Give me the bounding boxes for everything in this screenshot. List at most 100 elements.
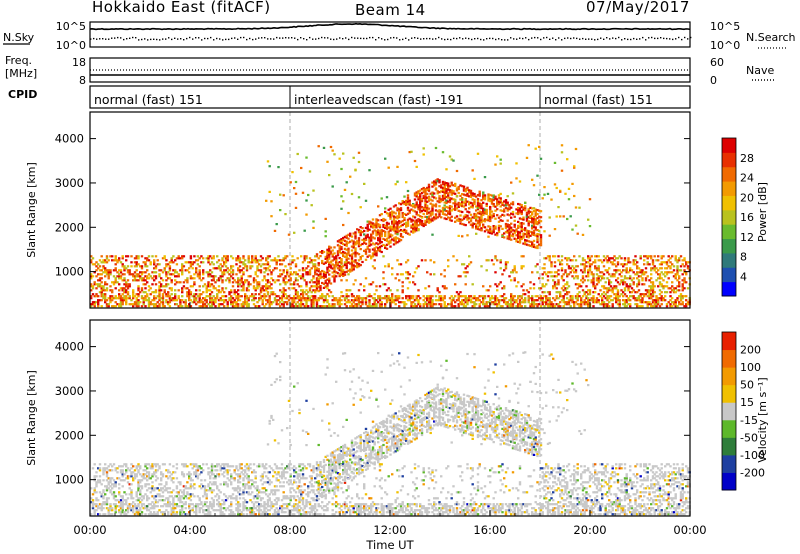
echo-cell xyxy=(100,291,103,294)
echo-cell xyxy=(345,234,348,237)
echo-cell xyxy=(356,305,359,308)
echo-cell xyxy=(324,285,327,288)
echo-cell xyxy=(520,206,523,209)
echo-cell xyxy=(375,234,378,237)
echo-cell xyxy=(296,291,299,294)
echo-cell xyxy=(95,497,98,500)
echo-cell xyxy=(317,268,320,271)
echo-cell xyxy=(268,285,271,288)
echo-cell xyxy=(503,236,506,239)
echo-cell xyxy=(378,240,382,243)
nsearch-point xyxy=(159,39,161,41)
nsearch-point xyxy=(441,38,443,40)
echo-cell xyxy=(121,473,124,476)
echo-cell xyxy=(130,273,133,276)
echo-cell xyxy=(352,156,355,159)
echo-cell xyxy=(503,200,506,203)
echo-cell xyxy=(310,267,313,270)
echo-cell xyxy=(608,289,611,292)
echo-cell xyxy=(93,509,96,512)
echo-cell xyxy=(119,287,123,290)
echo-cell xyxy=(539,234,543,237)
echo-cell xyxy=(643,255,646,258)
echo-cell xyxy=(517,206,520,210)
echo-cell xyxy=(653,299,656,302)
echo-cell xyxy=(660,255,663,258)
echo-cell xyxy=(177,305,180,308)
echo-cell xyxy=(254,259,257,262)
echo-cell xyxy=(389,213,392,216)
echo-cell xyxy=(293,259,296,262)
echo-cell xyxy=(119,295,123,298)
echo-cell xyxy=(107,487,110,490)
echo-cell xyxy=(412,227,415,230)
echo-cell xyxy=(142,303,145,306)
echo-cell xyxy=(102,513,105,516)
echo-cell xyxy=(576,275,579,278)
echo-cell xyxy=(665,285,669,288)
echo-cell xyxy=(616,293,620,296)
echo-cell xyxy=(125,255,128,258)
echo-cell xyxy=(613,259,616,262)
echo-cell xyxy=(109,513,112,516)
nsearch-point xyxy=(300,37,302,39)
echo-cell xyxy=(543,285,546,288)
echo-cell xyxy=(650,269,653,272)
echo-cell xyxy=(424,259,427,262)
echo-cell xyxy=(333,252,336,255)
echo-cell xyxy=(294,206,298,209)
echo-cell xyxy=(305,267,308,270)
echo-cell xyxy=(109,477,112,480)
echo-cell xyxy=(244,303,247,306)
echo-cell xyxy=(186,305,189,308)
echo-cell xyxy=(282,305,285,308)
echo-cell xyxy=(396,225,399,228)
echo-cell xyxy=(651,291,655,294)
nsearch-point xyxy=(261,37,263,39)
echo-cell xyxy=(394,204,397,207)
echo-cell xyxy=(615,257,618,260)
echo-cell xyxy=(494,271,497,274)
echo-cell xyxy=(261,279,264,282)
echo-cell xyxy=(361,231,364,234)
echo-cell xyxy=(406,295,410,298)
echo-cell xyxy=(198,271,201,274)
echo-cell xyxy=(280,299,284,302)
y-tick-label: 3000 xyxy=(55,176,84,190)
echo-cell xyxy=(438,201,441,204)
echo-cell xyxy=(126,297,130,300)
nsearch-point xyxy=(402,38,404,41)
echo-cell xyxy=(116,467,119,470)
echo-cell xyxy=(427,299,431,302)
echo-cell xyxy=(107,259,110,262)
echo-cell xyxy=(121,293,124,296)
echo-cell xyxy=(235,297,238,300)
echo-cell xyxy=(326,258,329,261)
echo-cell xyxy=(100,281,103,284)
echo-cell xyxy=(119,501,123,504)
echo-cell xyxy=(615,285,618,288)
echo-cell xyxy=(429,212,432,216)
echo-cell xyxy=(322,250,326,254)
echo-cell xyxy=(536,235,539,238)
freq-right-tick-top: 60 xyxy=(710,56,724,69)
echo-cell xyxy=(111,483,114,486)
echo-cell xyxy=(349,240,352,243)
echo-cell xyxy=(363,182,366,185)
echo-cell xyxy=(679,293,683,296)
echo-cell xyxy=(370,283,373,286)
echo-cell xyxy=(683,305,686,308)
echo-cell xyxy=(93,479,96,482)
echo-cell xyxy=(377,295,380,298)
echo-cell xyxy=(536,246,539,250)
echo-cell xyxy=(331,305,334,308)
echo-cell xyxy=(354,255,357,258)
echo-cell xyxy=(487,197,490,200)
echo-cell xyxy=(153,305,156,308)
echo-cell xyxy=(109,271,112,274)
echo-cell xyxy=(363,233,366,236)
echo-cell xyxy=(378,230,382,233)
echo-cell xyxy=(95,261,98,264)
echo-cell xyxy=(478,305,481,308)
echo-cell xyxy=(140,485,144,488)
